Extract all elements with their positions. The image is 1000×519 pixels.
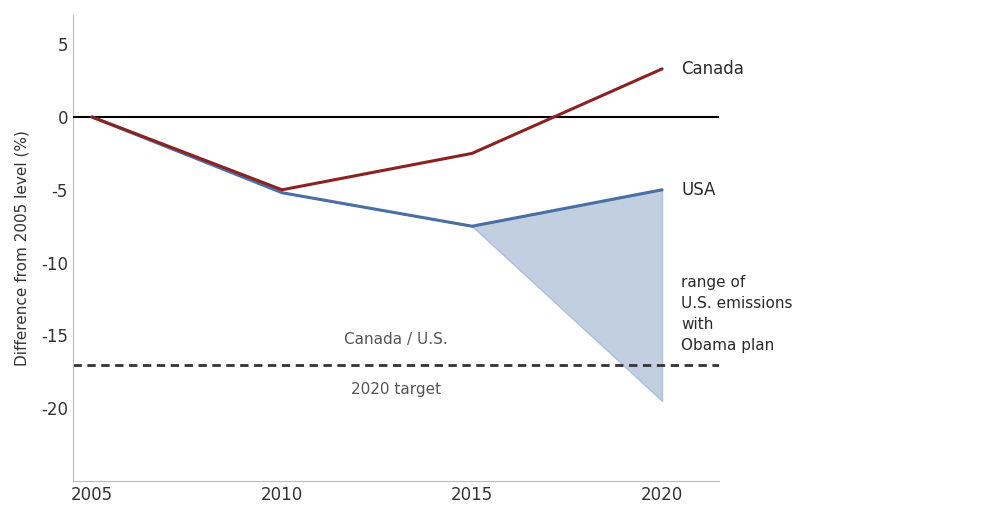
Text: Canada / U.S.: Canada / U.S. (344, 332, 448, 347)
Y-axis label: Difference from 2005 level (%): Difference from 2005 level (%) (15, 130, 30, 366)
Text: range of
U.S. emissions
with
Obama plan: range of U.S. emissions with Obama plan (681, 275, 793, 352)
Text: 2020 target: 2020 target (351, 382, 441, 397)
Text: Canada: Canada (681, 60, 744, 78)
Text: USA: USA (681, 181, 715, 199)
